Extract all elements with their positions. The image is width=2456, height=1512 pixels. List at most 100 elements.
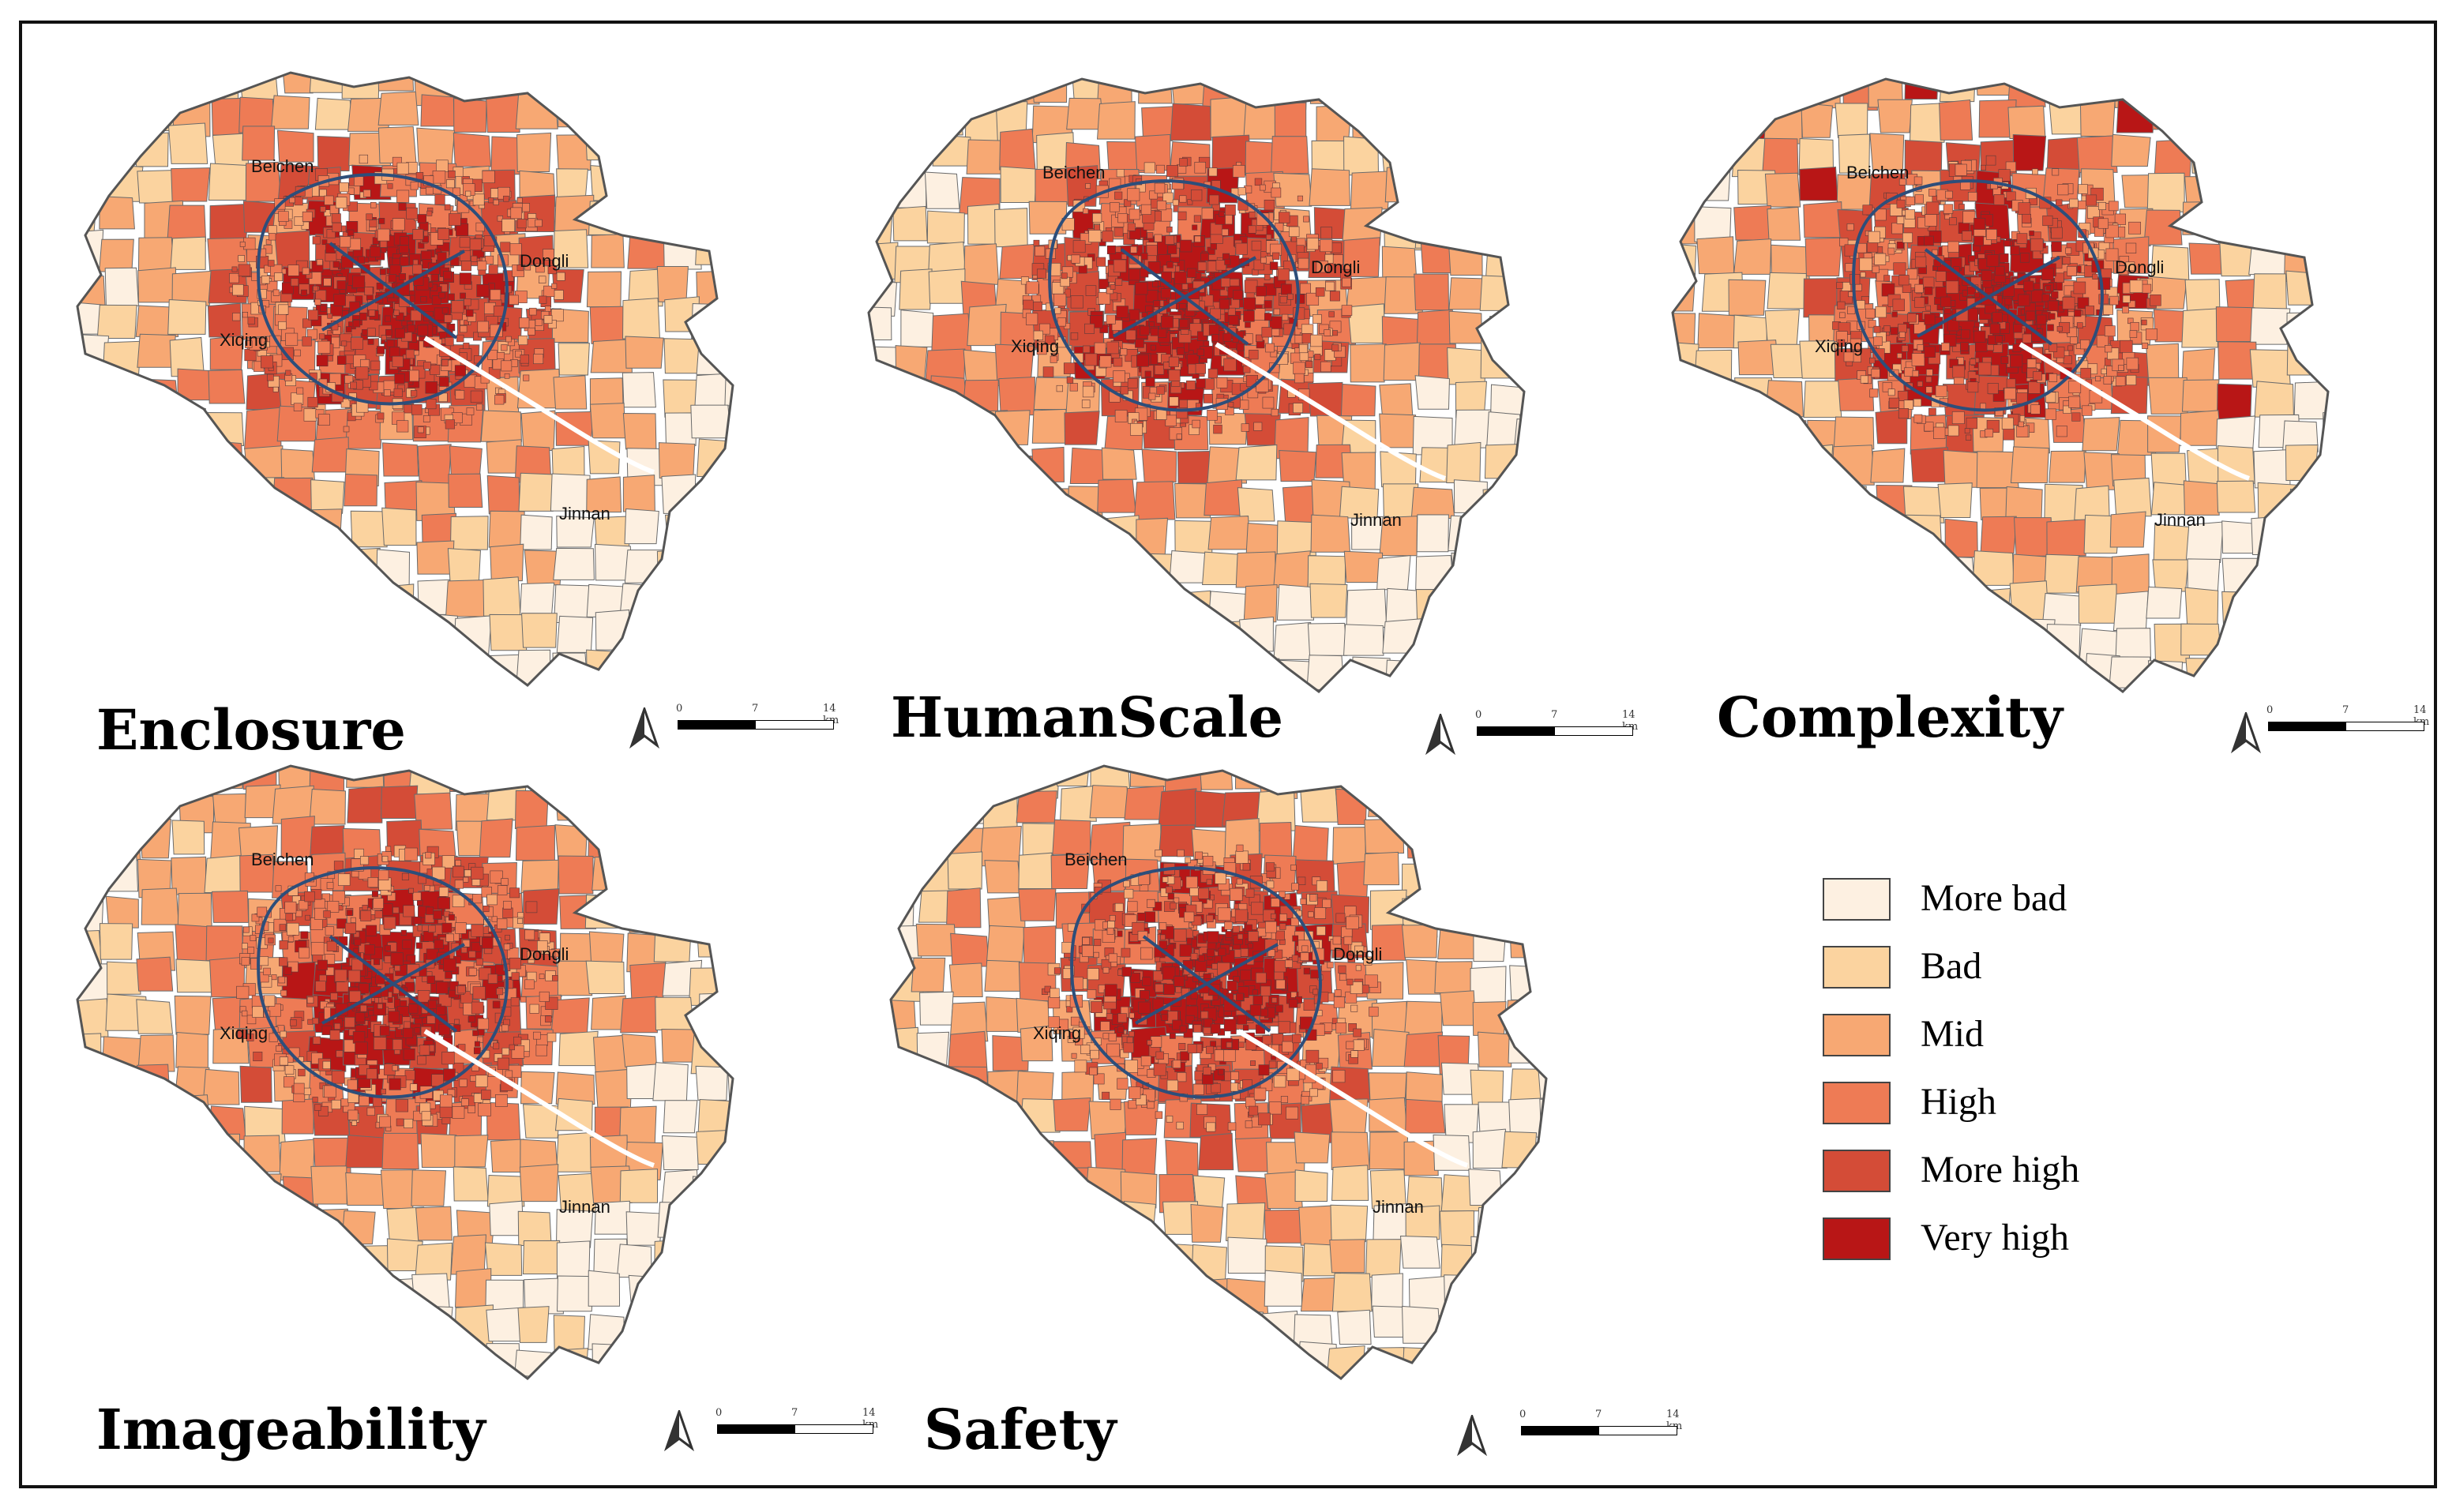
map-parcel — [2324, 480, 2328, 520]
map-parcel — [1445, 134, 1482, 170]
map-parcel — [312, 236, 321, 245]
map-parcel — [947, 1066, 990, 1103]
map-parcel — [1478, 1031, 1512, 1067]
map-parcel — [493, 1042, 500, 1049]
map-parcel — [1329, 291, 1340, 302]
map-parcel — [1833, 416, 1875, 450]
map-parcel — [1868, 320, 1876, 328]
map-parcel — [869, 558, 900, 591]
map-parcel — [1084, 353, 1098, 366]
map-parcel — [950, 932, 990, 967]
map-parcel — [1256, 212, 1270, 226]
map-parcel — [96, 304, 137, 339]
map-parcel — [2129, 280, 2143, 294]
map-parcel — [404, 1118, 414, 1128]
map-parcel — [416, 127, 455, 166]
map-parcel — [359, 313, 367, 321]
map-parcel — [1117, 1026, 1125, 1033]
map-parcel — [514, 790, 549, 830]
map-parcel — [966, 139, 1004, 174]
map-parcel — [2188, 242, 2225, 275]
map-parcel — [294, 216, 304, 226]
map-parcel — [267, 280, 278, 291]
map-parcel — [1697, 79, 1733, 103]
map-parcel — [449, 646, 481, 683]
map-parcel — [1281, 283, 1292, 295]
map-parcel — [2141, 319, 2147, 325]
map-parcel — [1986, 254, 2000, 268]
map-parcel — [1330, 1204, 1369, 1243]
map-parcel — [1033, 239, 1040, 246]
map-parcel — [557, 960, 593, 996]
map-parcel — [655, 652, 696, 685]
map-parcel — [501, 1047, 509, 1056]
map-parcel — [1904, 583, 1941, 618]
map-parcel — [1547, 957, 1579, 992]
map-parcel — [1156, 386, 1165, 395]
map-parcel — [503, 900, 512, 910]
map-parcel — [698, 652, 733, 685]
map-parcel — [232, 284, 244, 296]
map-parcel — [1226, 1202, 1266, 1241]
map-parcel — [1290, 236, 1297, 242]
map-parcel — [620, 90, 662, 122]
map-parcel — [1165, 415, 1177, 426]
map-parcel — [555, 1071, 595, 1105]
map-parcel — [1252, 995, 1264, 1006]
map-parcel — [364, 287, 374, 296]
map-parcel — [2288, 79, 2327, 97]
map-parcel — [1249, 350, 1259, 360]
map-parcel — [453, 98, 487, 133]
map-parcel — [1260, 1386, 1294, 1420]
map-parcel — [355, 1012, 366, 1022]
map-parcel — [1371, 1273, 1403, 1311]
map-parcel — [1509, 925, 1546, 959]
map-parcel — [438, 887, 449, 897]
map-parcel — [1935, 385, 1947, 397]
map-parcel — [1088, 230, 1102, 243]
map-parcel — [412, 1342, 449, 1376]
map-parcel — [469, 238, 482, 251]
map-parcel — [479, 818, 513, 858]
map-parcel — [1269, 316, 1282, 329]
map-parcel — [465, 309, 474, 317]
map-parcel — [1192, 224, 1198, 231]
map-parcel — [142, 443, 182, 478]
map-parcel — [400, 256, 410, 266]
map-parcel — [1962, 231, 1973, 241]
map-parcel — [1936, 556, 1976, 590]
map-parcel — [279, 1139, 315, 1181]
map-parcel — [475, 222, 485, 232]
map-parcel — [629, 895, 668, 933]
map-parcel — [1935, 287, 1947, 298]
map-parcel — [2030, 404, 2041, 415]
map-parcel — [303, 408, 317, 422]
map-parcel — [403, 404, 412, 414]
map-parcel — [77, 1069, 100, 1105]
map-parcel — [1056, 385, 1063, 392]
map-parcel — [1066, 1006, 1073, 1013]
map-parcel — [314, 298, 321, 306]
map-parcel — [1298, 1205, 1335, 1246]
map-parcel — [1414, 652, 1449, 689]
map-parcel — [381, 442, 419, 477]
map-parcel — [1868, 357, 1876, 364]
map-parcel — [274, 272, 284, 282]
map-parcel — [231, 266, 238, 272]
map-parcel — [1384, 79, 1420, 107]
map-parcel — [381, 856, 389, 862]
map-parcel — [77, 787, 105, 827]
map-parcel — [2096, 335, 2109, 347]
map-parcel — [101, 1036, 141, 1071]
map-parcel — [1454, 409, 1492, 448]
map-parcel — [1293, 403, 1304, 414]
map-parcel — [619, 856, 659, 893]
map-parcel — [919, 1067, 959, 1107]
map-parcel — [395, 328, 405, 339]
map-parcel — [334, 969, 347, 982]
map-parcel — [437, 228, 449, 240]
map-parcel — [1847, 306, 1856, 314]
map-parcel — [1185, 1015, 1195, 1024]
map-parcel — [1876, 618, 1910, 658]
